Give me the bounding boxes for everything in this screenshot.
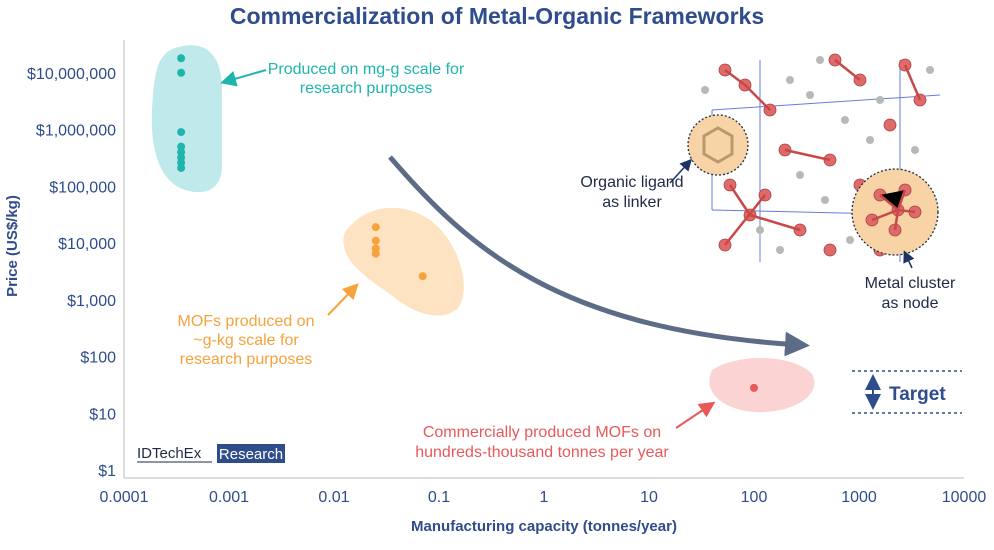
y-tick-label: $1 [98,463,116,480]
x-tick-label: 1000 [841,489,877,506]
x-tick-label: 10000 [942,489,987,506]
x-tick-label: 1 [540,489,549,506]
x-tick-label: 0.1 [428,489,450,506]
research-mg-g-line-2: research purposes [300,80,433,97]
ligand-line-1: Organic ligand [580,174,683,191]
ligand-annotation: Organic ligand as linker [580,174,683,211]
cluster-line-1: Metal cluster [865,275,956,292]
x-tick-label: 100 [741,489,768,506]
y-tick-label: $1,000,000 [36,123,116,140]
commercial-line-2: hundreds-thousand tonnes per year [415,444,669,461]
y-axis-label: Price (US$/kg) [4,195,21,297]
commercial-line-1: Commercially produced MOFs on [423,424,661,441]
x-tick-labels: 0.0001 0.001 0.01 0.1 1 10 100 1000 10000 [100,489,987,506]
x-tick-label: 0.001 [209,489,249,506]
y-tick-label: $10,000,000 [27,66,116,83]
research-g-kg-line-1: MOFs produced on [178,313,315,330]
y-tick-label: $1,000 [67,293,116,310]
y-tick-label: $100,000 [49,179,116,196]
x-tick-label: 10 [640,489,658,506]
cluster-annotation: Metal cluster as node [865,275,956,312]
target-bracket [852,370,962,414]
cluster-line-2: as node [882,295,939,312]
research-g-kg-arrow [327,283,359,316]
chart-title: Commercialization of Metal-Organic Frame… [230,3,764,29]
commercial-annotation: Commercially produced MOFs on hundreds-t… [415,424,669,461]
cluster-arrow [903,250,915,269]
research-mg-g-region [151,45,222,193]
research-mg-g-annotation: Produced on mg-g scale for research purp… [268,61,465,97]
y-tick-label: $100 [80,350,116,367]
research-g-kg-region [343,207,464,316]
target-label: Target [889,384,946,405]
data-point [371,236,380,245]
commercial-arrow [675,401,716,429]
research-g-kg-line-2: ~g-kg scale for [193,332,299,349]
y-tick-label: $10 [89,406,116,423]
x-axis-label: Manufacturing capacity (tonnes/year) [411,518,677,535]
brand-name: IDTechEx [137,445,202,462]
brand-tag: Research [219,446,283,463]
organic-ligand-highlight [687,114,749,176]
y-tick-label: $10,000 [58,236,116,253]
research-mg-g-arrow [220,69,267,87]
research-g-kg-annotation: MOFs produced on ~g-kg scale for researc… [178,313,315,368]
data-point [371,223,380,232]
x-tick-label: 0.0001 [100,489,149,506]
data-point [418,272,427,281]
data-point [177,68,186,77]
data-point [371,249,380,258]
metal-cluster-highlight [851,168,939,256]
ligand-arrow [669,158,693,184]
data-point [177,142,186,151]
research-mg-g-line-1: Produced on mg-g scale for [268,61,465,78]
x-tick-label: 0.01 [318,489,349,506]
idtechex-logo: IDTechEx Research [137,444,285,463]
data-point [177,128,186,137]
y-tick-labels: $1 $10 $100 $1,000 $10,000 $100,000 $1,000,000… [27,66,116,480]
ligand-line-2: as linker [602,194,662,211]
data-point [177,148,186,157]
data-point [177,163,186,172]
data-point [177,54,186,63]
data-point [750,383,758,392]
research-g-kg-line-3: research purposes [180,351,313,368]
commercial-region [709,358,815,413]
trend-arrow [388,155,810,357]
data-points [177,54,758,392]
